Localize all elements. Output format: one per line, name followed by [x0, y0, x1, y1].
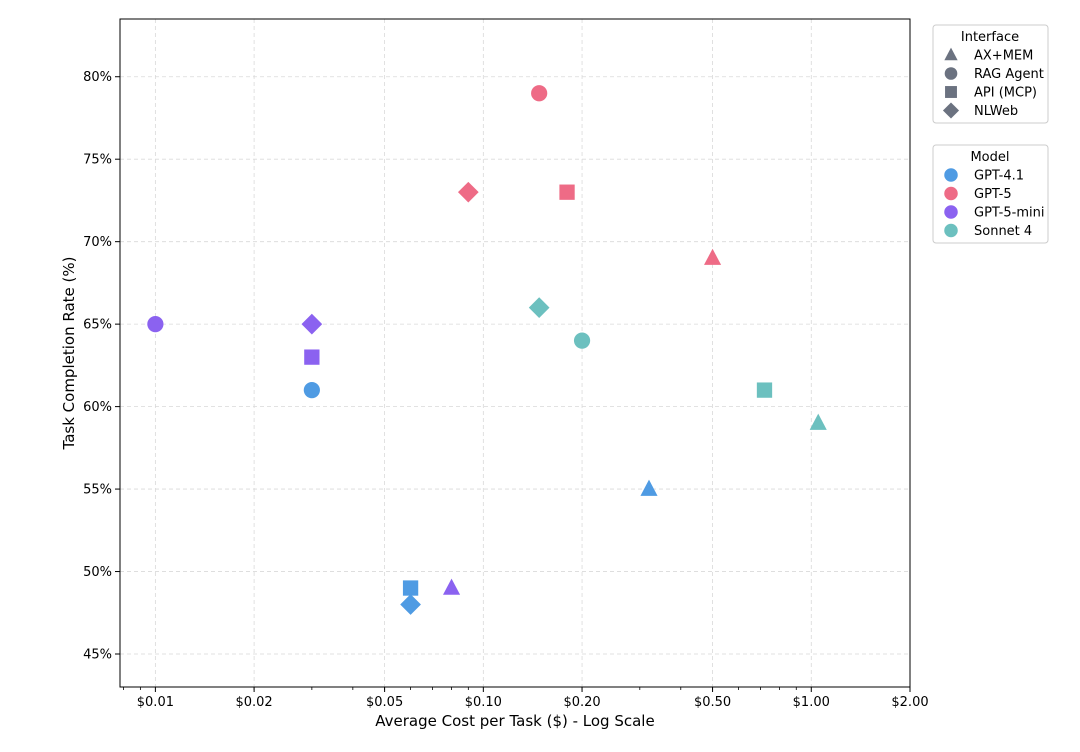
legend-interface: Interface AX+MEM RAG Agent API (MCP) NLWeb — [932, 24, 1049, 124]
x-tick-label: $0.10 — [465, 695, 502, 710]
point-gpt5-nlweb — [457, 181, 479, 203]
point-gpt5-ax_mem — [704, 248, 722, 265]
legend-gpt5mini-label: GPT-5-mini — [974, 206, 1044, 221]
legend-rag_agent-marker — [944, 67, 958, 80]
y-tick-label: 70% — [83, 235, 112, 250]
legend-interface-frame — [932, 24, 1049, 124]
legend-gpt5-marker — [944, 186, 958, 201]
legend-sonnet4-marker — [944, 223, 958, 238]
y-tick-label: 55% — [83, 483, 112, 498]
point-gpt41-nlweb — [400, 594, 421, 615]
point-gpt5mini-rag_agent — [147, 316, 164, 333]
y-tick-label: 75% — [83, 153, 112, 168]
x-tick-label: $0.05 — [366, 695, 403, 710]
y-axis-label: Task Completion Rate (%) — [60, 257, 78, 451]
legend-gpt41-label: GPT-4.1 — [974, 169, 1024, 184]
data-points — [147, 85, 827, 615]
point-sonnet4-api_mcp — [756, 382, 773, 398]
point-gpt5mini-nlweb — [301, 313, 323, 335]
y-tick-label: 45% — [83, 648, 112, 663]
legend-sonnet4-label: Sonnet 4 — [974, 224, 1032, 239]
point-sonnet4-nlweb — [528, 297, 550, 318]
point-gpt5-api_mcp — [559, 184, 575, 200]
x-axis-ticks: $0.01 $0.02 $0.05 $0.10 $0.20 $0.50 $1.00 $2.00 — [123, 687, 929, 710]
legend-rag_agent-label: RAG Agent — [974, 67, 1044, 82]
plot-frame — [119, 18, 911, 688]
x-tick-label: $2.00 — [891, 695, 928, 710]
point-gpt5mini-ax_mem — [443, 578, 461, 595]
point-sonnet4-rag_agent — [573, 332, 591, 349]
y-tick-label: 80% — [83, 70, 112, 85]
point-gpt41-ax_mem — [640, 479, 658, 496]
legend-gpt5-label: GPT-5 — [974, 187, 1012, 202]
legend-api_mcp-marker — [945, 86, 957, 98]
point-sonnet4-ax_mem — [809, 413, 827, 430]
y-tick-label: 50% — [83, 565, 112, 580]
legend-model-frame — [932, 144, 1049, 244]
y-axis-ticks: 45% 50% 55% 60% 65% 70% 75% 80% — [83, 70, 120, 663]
grid-lines — [120, 19, 910, 687]
legend-nlweb-label: NLWeb — [974, 104, 1018, 119]
x-tick-label: $0.02 — [235, 695, 272, 710]
legend-model: Model GPT-4.1 GPT-5 GPT-5-mini Sonnet 4 — [932, 144, 1049, 244]
legend-nlweb-marker — [942, 102, 960, 119]
y-tick-label: 65% — [83, 318, 112, 333]
x-tick-label: $1.00 — [793, 695, 830, 710]
x-tick-label: $0.20 — [563, 695, 600, 710]
x-tick-label: $0.50 — [694, 695, 731, 710]
point-gpt41-api_mcp — [402, 580, 419, 596]
legend-api_mcp-label: API (MCP) — [974, 86, 1037, 101]
point-gpt5-rag_agent — [531, 85, 548, 102]
x-tick-label: $0.01 — [137, 695, 174, 710]
legend-ax_mem-marker — [944, 47, 958, 61]
legend-interface-title: Interface — [961, 30, 1019, 45]
legend-model-title: Model — [970, 150, 1009, 165]
x-axis-label: Average Cost per Task ($) - Log Scale — [375, 712, 654, 730]
legend-gpt5mini-marker — [944, 205, 958, 219]
y-tick-label: 60% — [83, 400, 112, 415]
legend-ax_mem-label: AX+MEM — [974, 49, 1033, 64]
point-gpt5mini-api_mcp — [304, 349, 320, 365]
point-gpt41-rag_agent — [303, 382, 320, 399]
legend-gpt41-marker — [944, 168, 958, 182]
